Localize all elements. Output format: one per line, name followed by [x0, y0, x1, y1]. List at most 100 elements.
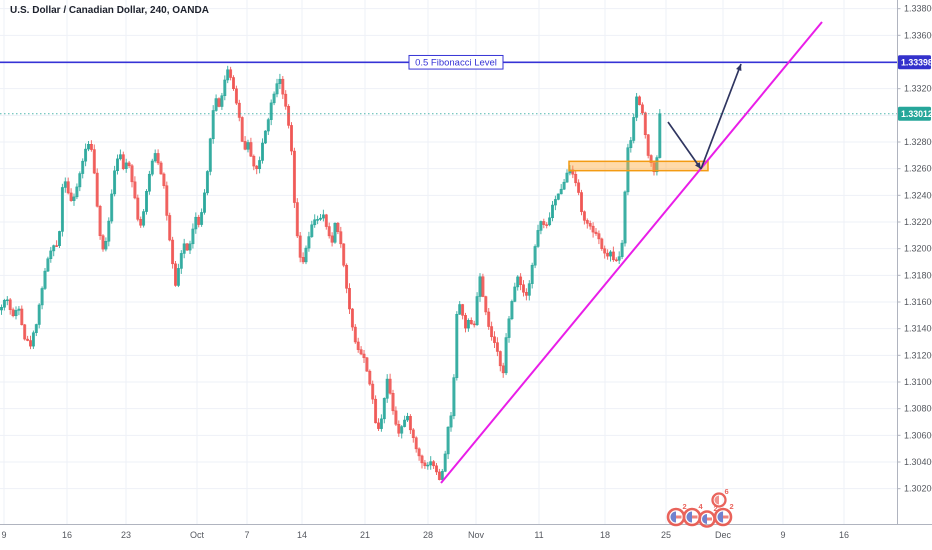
candle-body: [234, 88, 238, 104]
trendline[interactable]: [440, 21, 823, 484]
candle-body: [243, 141, 247, 150]
candle-body: [365, 357, 369, 372]
candle-body: [287, 106, 291, 126]
candle-body: [229, 69, 233, 78]
candle-body: [466, 320, 470, 329]
candle-body: [545, 224, 549, 226]
candle-body: [513, 286, 517, 302]
candle-body: [330, 235, 334, 243]
candle-body: [321, 214, 325, 219]
candle-body: [46, 258, 50, 272]
supply-zone[interactable]: [568, 160, 709, 172]
candle-body: [374, 398, 378, 424]
candle-body: [484, 296, 488, 313]
candle-body: [394, 410, 398, 425]
candle-body: [519, 276, 523, 285]
candle-body: [638, 96, 641, 106]
candle-body: [591, 225, 595, 233]
candle-body: [594, 231, 598, 234]
candle-body: [527, 283, 531, 296]
candle-body: [182, 243, 186, 254]
candle-body: [432, 461, 436, 467]
price-axis-bg[interactable]: [897, 0, 932, 550]
candle-body: [81, 160, 85, 174]
candle-body: [580, 192, 583, 212]
watermark-stripe: [707, 517, 712, 521]
candle-body: [510, 301, 514, 320]
candle-body: [113, 170, 117, 195]
projection-arrow-down[interactable]: [667, 121, 702, 170]
candle-body: [400, 426, 404, 434]
candle-body: [147, 173, 151, 192]
candle-body: [139, 219, 143, 226]
time-tick-label: 28: [423, 530, 433, 540]
candle-body: [533, 246, 537, 266]
candle-body: [333, 222, 337, 243]
projection-arrow-up-head: [736, 64, 742, 71]
candle-body: [574, 173, 578, 184]
candle-body: [348, 288, 351, 310]
candle-body: [124, 162, 128, 169]
candle-body: [168, 215, 172, 241]
fib-label-box[interactable]: [408, 54, 504, 70]
last-price-badge: 1.33012: [898, 106, 932, 121]
candle-body: [481, 276, 485, 297]
candle-body: [127, 162, 131, 166]
time-tick-label: 9: [1, 530, 6, 540]
watermark-digit: 2: [714, 504, 718, 513]
candle-body: [385, 378, 389, 399]
candle-body: [582, 211, 586, 221]
fib-level-label[interactable]: 0.5 Fibonacci Level: [408, 54, 504, 70]
candle-body: [379, 418, 383, 429]
last-price-badge-text: 1.33012: [901, 109, 932, 119]
candle-body: [258, 160, 262, 170]
time-tick-label: 14: [297, 530, 307, 540]
candle-body: [159, 162, 163, 175]
candle-body: [52, 245, 56, 252]
candle-body: [501, 365, 505, 374]
candle-body: [449, 415, 453, 428]
watermark-circle: [713, 507, 733, 527]
price-axis[interactable]: 1.33800 1.33600 1.33200 1.32800 1.32600 1.324…: [897, 0, 932, 550]
candle-body: [75, 186, 79, 198]
symbol-title[interactable]: U.S. Dollar / Canadian Dollar, 240, OAND…: [10, 5, 209, 16]
candle-body: [162, 173, 166, 186]
candle-body: [110, 193, 114, 222]
candle-body: [205, 171, 209, 194]
candle-body: [559, 188, 563, 195]
candle-body: [490, 326, 494, 338]
candle-body: [310, 224, 314, 237]
candle-body: [649, 155, 653, 163]
time-tick-label: 7: [244, 530, 249, 540]
candle-body: [269, 102, 273, 120]
price-tick-label: 1.31400: [904, 324, 932, 334]
candle-body: [469, 320, 473, 325]
candle-body: [66, 181, 70, 194]
candle-body: [84, 148, 88, 162]
candle-body: [562, 181, 566, 190]
candle-body: [388, 378, 392, 394]
candle-body: [107, 220, 111, 242]
candle-body: [197, 216, 201, 225]
projection-arrow-up[interactable]: [700, 63, 742, 170]
candle-body: [495, 342, 499, 352]
candle-body: [536, 230, 540, 247]
candle-body: [217, 98, 221, 107]
candle-body: [69, 192, 73, 201]
time-tick-label: Dec: [715, 530, 732, 540]
candle-body: [150, 160, 154, 175]
price-tick-label: 1.31000: [904, 377, 932, 387]
candle-body: [464, 315, 467, 329]
time-tick-label: Nov: [468, 530, 485, 540]
candle-body: [188, 243, 192, 251]
candle-body: [118, 154, 122, 160]
candle-body: [63, 181, 67, 188]
candle-body: [20, 308, 24, 326]
candle-body: [87, 144, 90, 150]
candle-body: [516, 276, 520, 288]
candle-body: [426, 464, 430, 467]
time-axis[interactable]: 9 16 23 Oct 7 14 21 28 Nov 11 18 25 Dec 9 16: [0, 524, 932, 541]
watermark-stripe: [676, 515, 682, 519]
